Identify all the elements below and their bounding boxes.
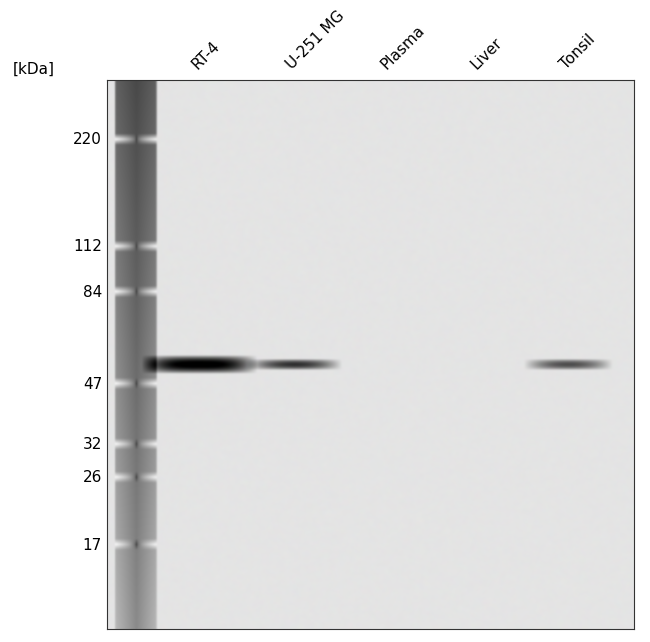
Text: 220: 220 (73, 132, 102, 147)
Text: [kDa]: [kDa] (13, 62, 55, 77)
Text: 47: 47 (83, 377, 102, 392)
Text: 17: 17 (83, 537, 102, 553)
Text: Tonsil: Tonsil (557, 32, 598, 73)
Text: Liver: Liver (468, 35, 505, 73)
Text: 84: 84 (83, 284, 102, 300)
Text: Plasma: Plasma (378, 23, 428, 73)
Text: 32: 32 (83, 437, 102, 453)
Text: RT-4: RT-4 (188, 39, 222, 73)
Text: 26: 26 (83, 471, 102, 485)
Text: U-251 MG: U-251 MG (283, 8, 348, 73)
Text: 112: 112 (73, 239, 102, 254)
